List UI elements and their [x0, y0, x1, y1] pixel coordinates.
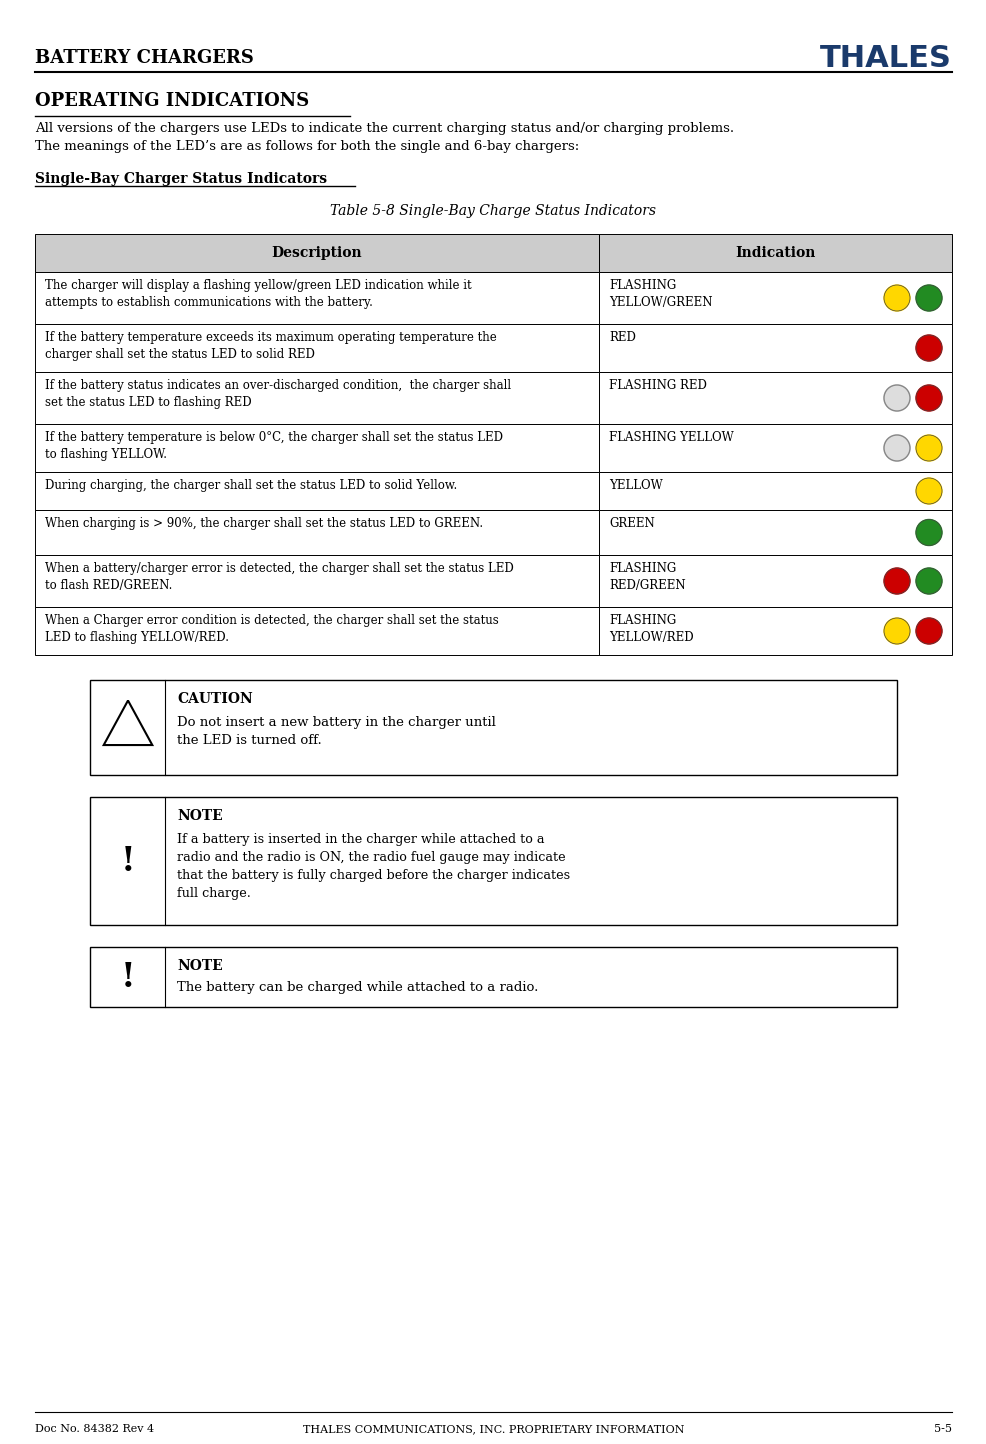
- Circle shape: [915, 335, 941, 361]
- Text: The battery can be charged while attached to a radio.: The battery can be charged while attache…: [176, 980, 537, 993]
- Circle shape: [915, 386, 941, 412]
- Bar: [599, 510, 951, 554]
- Text: If a battery is inserted in the charger while attached to a
radio and the radio : If a battery is inserted in the charger …: [176, 833, 570, 900]
- Circle shape: [883, 284, 909, 310]
- Text: Single-Bay Charger Status Indicators: Single-Bay Charger Status Indicators: [35, 172, 326, 186]
- Circle shape: [915, 520, 941, 546]
- Text: BATTERY CHARGERS: BATTERY CHARGERS: [35, 49, 253, 66]
- Bar: [599, 425, 951, 472]
- Text: If the battery temperature exceeds its maximum operating temperature the
charger: If the battery temperature exceeds its m…: [45, 331, 496, 361]
- Circle shape: [883, 435, 909, 461]
- Bar: [35, 606, 599, 656]
- Bar: [90, 797, 896, 926]
- Bar: [599, 323, 951, 373]
- Text: Description: Description: [271, 245, 362, 260]
- Text: FLASHING YELLOW: FLASHING YELLOW: [608, 430, 733, 443]
- Bar: [35, 510, 599, 554]
- Bar: [35, 425, 599, 472]
- Text: When a battery/charger error is detected, the charger shall set the status LED
t: When a battery/charger error is detected…: [45, 562, 514, 592]
- Text: FLASHING
RED/GREEN: FLASHING RED/GREEN: [608, 562, 685, 592]
- Text: FLASHING RED: FLASHING RED: [608, 378, 706, 391]
- Text: During charging, the charger shall set the status LED to solid Yellow.: During charging, the charger shall set t…: [45, 479, 457, 492]
- Text: When a Charger error condition is detected, the charger shall set the status
LED: When a Charger error condition is detect…: [45, 614, 498, 644]
- Text: GREEN: GREEN: [608, 517, 654, 530]
- Bar: [599, 472, 951, 510]
- Circle shape: [915, 618, 941, 644]
- Bar: [599, 554, 951, 606]
- Text: All versions of the chargers use LEDs to indicate the current charging status an: All versions of the chargers use LEDs to…: [35, 121, 734, 153]
- Text: The charger will display a flashing yellow/green LED indication while it
attempt: The charger will display a flashing yell…: [45, 279, 471, 309]
- Text: THALES COMMUNICATIONS, INC. PROPRIETARY INFORMATION: THALES COMMUNICATIONS, INC. PROPRIETARY …: [303, 1424, 683, 1434]
- Text: When charging is > 90%, the charger shall set the status LED to GREEN.: When charging is > 90%, the charger shal…: [45, 517, 482, 530]
- Bar: [35, 554, 599, 606]
- Bar: [599, 606, 951, 656]
- Bar: [599, 373, 951, 425]
- Text: CAUTION: CAUTION: [176, 692, 252, 706]
- Bar: [35, 271, 599, 323]
- Text: Table 5-8 Single-Bay Charge Status Indicators: Table 5-8 Single-Bay Charge Status Indic…: [330, 204, 656, 218]
- Text: If the battery temperature is below 0°C, the charger shall set the status LED
to: If the battery temperature is below 0°C,…: [45, 430, 503, 461]
- Text: THALES: THALES: [819, 43, 951, 74]
- Text: Indication: Indication: [735, 245, 814, 260]
- Bar: [90, 947, 896, 1006]
- Text: !: !: [120, 960, 135, 993]
- Text: FLASHING
YELLOW/RED: FLASHING YELLOW/RED: [608, 614, 693, 644]
- Circle shape: [915, 284, 941, 310]
- Text: NOTE: NOTE: [176, 959, 223, 973]
- Text: FLASHING
YELLOW/GREEN: FLASHING YELLOW/GREEN: [608, 279, 712, 309]
- Bar: [35, 323, 599, 373]
- Text: Do not insert a new battery in the charger until
the LED is turned off.: Do not insert a new battery in the charg…: [176, 716, 495, 747]
- Circle shape: [915, 567, 941, 593]
- Text: OPERATING INDICATIONS: OPERATING INDICATIONS: [35, 92, 309, 110]
- Text: NOTE: NOTE: [176, 809, 223, 823]
- Circle shape: [915, 478, 941, 504]
- Circle shape: [883, 618, 909, 644]
- Bar: [599, 234, 951, 271]
- Bar: [599, 271, 951, 323]
- Circle shape: [915, 435, 941, 461]
- Text: RED: RED: [608, 331, 635, 344]
- Text: 5-5: 5-5: [933, 1424, 951, 1434]
- Circle shape: [883, 567, 909, 593]
- Text: If the battery status indicates an over-discharged condition,  the charger shall: If the battery status indicates an over-…: [45, 378, 511, 409]
- Text: YELLOW: YELLOW: [608, 479, 662, 492]
- Text: Doc No. 84382 Rev 4: Doc No. 84382 Rev 4: [35, 1424, 154, 1434]
- Circle shape: [883, 386, 909, 412]
- Bar: [35, 472, 599, 510]
- Bar: [90, 680, 896, 775]
- Text: !: !: [120, 845, 135, 878]
- Bar: [35, 373, 599, 425]
- Bar: [35, 234, 599, 271]
